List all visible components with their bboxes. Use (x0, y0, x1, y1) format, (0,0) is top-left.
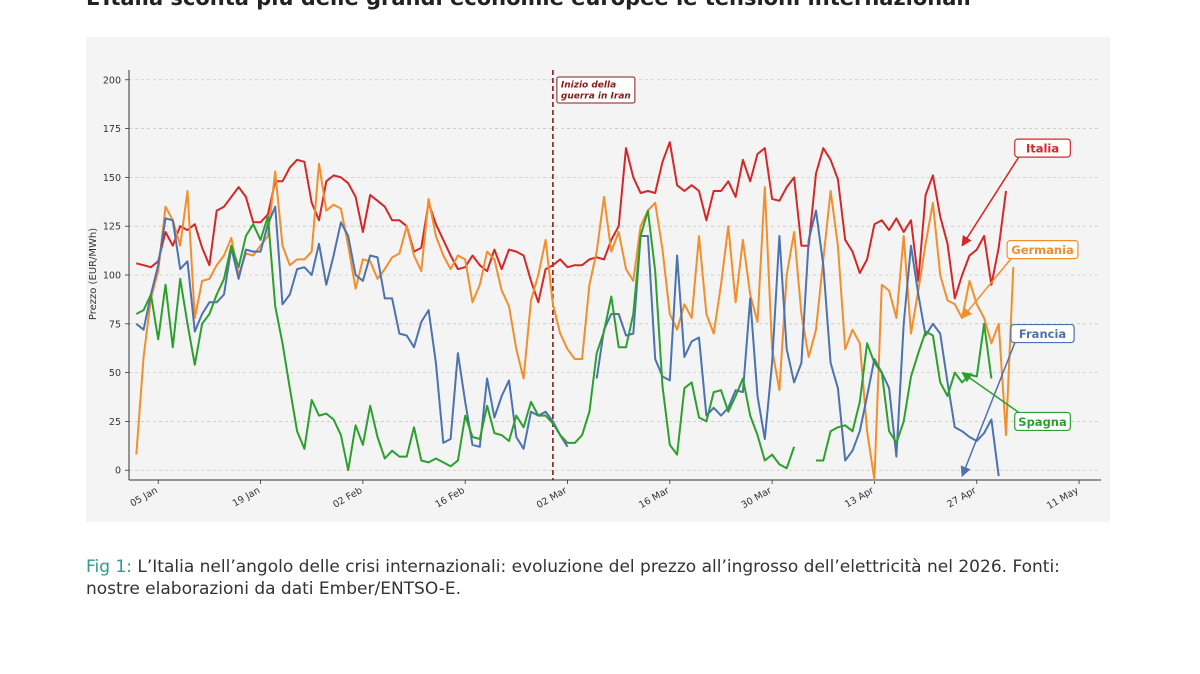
x-tick-label: 02 Feb (331, 485, 364, 510)
series-label-box-spagna (1014, 411, 1071, 432)
chart-panel: 0 25 50 75 100 125 150 175 200 05 Jan 19 Jan 02 Feb… (86, 37, 1110, 522)
axes: 0 25 50 75 100 125 150 175 200 05 Jan 19 Jan 02 Feb… (103, 70, 1101, 512)
x-tick-label: 30 Mar (740, 485, 774, 511)
x-tick-label: 11 May (1045, 485, 1081, 512)
series-line-spagna (135, 209, 993, 472)
event-label-line-2: guerra in Iran (561, 92, 631, 102)
x-tick-label: 05 Jan (128, 485, 159, 509)
page-headline: L’Italia sconta più delle grandi economi… (86, 0, 971, 10)
series-label-germania: Germania (1011, 243, 1074, 257)
x-tick-label: 16 Mar (637, 485, 671, 511)
series-line-germania (135, 162, 1015, 481)
y-tick-label: 150 (103, 173, 121, 184)
y-tick-label: 50 (109, 368, 121, 379)
figure-caption: Fig 1: L’Italia nell’angolo delle crisi … (86, 556, 1116, 600)
series-line-francia (135, 205, 1000, 477)
series-arrow-spagna (961, 372, 1020, 414)
event-label-line-1: Inizio della (561, 81, 616, 91)
price-line-chart: 0 25 50 75 100 125 150 175 200 05 Jan 19 Jan 02 Feb… (88, 70, 1101, 512)
series-label-box-italia (1014, 138, 1071, 158)
y-tick-label: 75 (109, 319, 121, 330)
series-label-box-francia (1010, 323, 1075, 344)
x-tick-label: 13 Apr (843, 485, 876, 510)
series-arrow-francia (960, 342, 1016, 478)
figure-caption-text: L’Italia nell’angolo delle crisi interna… (86, 557, 1060, 599)
y-axis-label: Prezzo (EUR/MWh) (88, 228, 99, 320)
y-tick-label: 100 (103, 271, 121, 282)
y-tick-label: 25 (109, 417, 121, 428)
x-tick-label: 02 Mar (535, 485, 569, 511)
series-arrow-germania (961, 258, 1012, 319)
series-label-francia: Francia (1019, 327, 1066, 341)
series-label-box-germania (1006, 240, 1079, 260)
figure-caption-label: Fig 1: (86, 557, 133, 577)
y-tick-label: 0 (115, 466, 121, 477)
y-tick-label: 125 (103, 222, 121, 233)
series-labels: Italia Germania Francia Spagna (960, 138, 1079, 478)
x-tick-label: 19 Jan (231, 485, 262, 509)
series-label-spagna: Spagna (1018, 415, 1066, 429)
grid (129, 79, 1101, 471)
series-arrow-italia (961, 156, 1020, 247)
x-tick-label: 27 Apr (945, 485, 978, 510)
series-label-italia: Italia (1026, 142, 1059, 156)
x-tick-label: 16 Feb (434, 485, 467, 510)
event-label-box (556, 76, 636, 104)
series-lines (135, 141, 1015, 481)
y-tick-label: 200 (103, 75, 121, 86)
y-tick-label: 175 (103, 124, 121, 135)
series-line-italia (136, 141, 1007, 304)
